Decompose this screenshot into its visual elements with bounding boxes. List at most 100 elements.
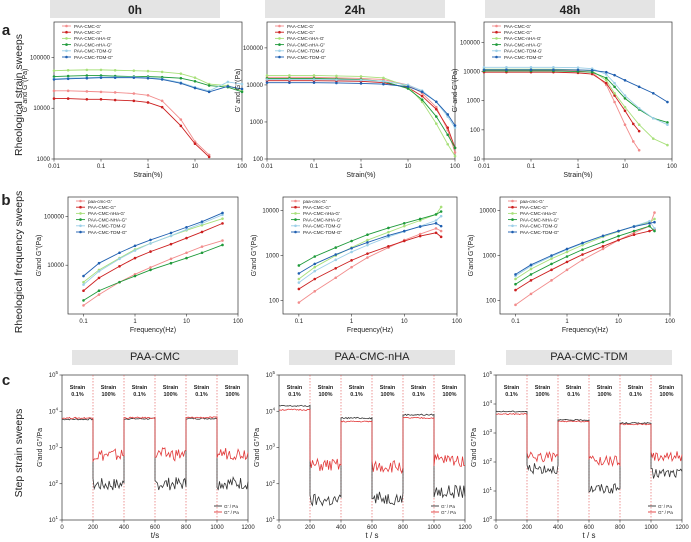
data-point [631,122,635,126]
legend-marker [278,30,281,34]
x-tick-label: 100 [452,319,463,325]
data-point [312,78,316,81]
data-point [514,303,517,307]
x-tick-label: 1200 [241,525,255,531]
chart-step_PAA-CMC-nHA: 0 200 400 600 800 1000 1200 101 102 103 104 105 Stra… [254,370,472,540]
data-point [653,217,656,221]
legend-label: PAA-CMC-TDM-G' [74,49,112,54]
x-tick-label: 10 [615,319,622,325]
x-tick-label: 0 [494,525,498,531]
x-axis-label: Strain(%) [346,172,375,179]
x-tick-label: 800 [615,525,626,531]
legend-label: PAA-CMC-NHA-G'' [88,217,127,222]
panel-letter-b: b [1,192,10,209]
legend-label: PAA-CMC-G' [74,24,101,29]
phase-value: 100% [659,392,673,398]
data-point [514,282,517,286]
x-tick-label: 1 [565,319,569,325]
data-point [613,100,616,104]
legend-marker [79,212,82,215]
data-point [113,68,117,72]
step-series-gpp [61,416,249,463]
data-point [240,82,244,86]
y-tick-label: 102 [49,479,59,488]
data-point [221,213,224,217]
legend-label: PAA-CMC-NHA-G'' [303,217,342,222]
data-point [52,75,56,78]
series-line-PAA-CMC-TDM-G' [298,215,442,283]
legend-marker [495,49,498,53]
y-tick-label: 10000 [479,209,496,215]
data-point [529,279,533,282]
data-point [118,251,121,255]
data-point [637,148,641,152]
data-point [402,239,406,243]
data-point [149,238,152,242]
data-point [99,98,103,101]
data-point [550,257,553,260]
data-point [297,301,301,304]
data-point [160,78,164,81]
data-point [169,257,173,261]
data-point [179,124,183,128]
legend-label: PAA-CMC-G'' [287,30,315,35]
legend-marker [65,49,68,53]
data-point [334,276,338,280]
plot-frame [499,196,671,315]
data-point [418,217,422,221]
y-axis-label: G' and G''(Pa) [235,69,242,113]
data-point [439,214,443,218]
phase-label: Strain [442,385,458,391]
step-legend-label: G' / Pa [224,504,238,509]
phase-label: Strain [504,385,520,391]
data-point [52,97,56,100]
phase-label: Strain [597,385,613,391]
x-tick-label: 200 [88,525,99,531]
phase-value: 100% [163,392,177,398]
data-point [623,123,627,127]
step-x-axis-label: t/s [151,531,159,540]
y-tick-label: 1000 [266,254,280,260]
data-point [221,239,224,242]
legend-label: PAA-CMC-TDM-G' [303,224,341,229]
data-point [97,270,101,273]
legend-label: PAA-CMC-TDM-G'' [520,230,559,235]
data-point [637,129,641,133]
data-point [113,91,117,94]
y-tick-label: 10000 [246,83,263,89]
x-tick-label: 1200 [458,525,472,531]
step-series-gpp [495,413,683,468]
data-point [418,232,422,236]
data-point [132,92,136,95]
x-tick-label: 0.1 [310,164,319,170]
y-tick-label: 100000 [243,46,264,52]
legend-label: PAA-CMC-nHA-G' [74,36,111,41]
y-tick-label: 100000 [30,55,51,61]
legend-label: PAA-CMC-nHA-G' [504,36,541,41]
data-point [613,81,616,85]
legend-marker [278,49,281,53]
legend-label: PAA-CMC-G'' [74,30,102,35]
data-point [623,109,627,113]
x-tick-label: 1000 [644,525,658,531]
x-tick-label: 100 [233,319,244,325]
data-point [221,217,224,220]
phase-value: 0.1% [288,392,301,398]
phase-value: 0.1% [133,392,146,398]
data-point [85,68,89,72]
data-point [581,253,584,256]
data-point [382,76,385,80]
legend-marker [79,230,82,234]
data-point [601,234,605,238]
legend-label: PAA-CMC-G'' [520,205,548,210]
legend-marker [294,224,297,228]
series-line-paa-cmc-G' [298,227,442,303]
data-point [550,262,553,266]
chart-freq_24h: 0.1 1 10 100 100 1000 10000 paa-cmc-G'PAA-CMC-G… [251,196,463,334]
data-point [402,229,406,233]
y-tick-label: 1000 [467,99,481,105]
data-point [601,245,605,248]
x-tick-label: 0.1 [511,319,520,325]
legend-marker [65,37,68,40]
